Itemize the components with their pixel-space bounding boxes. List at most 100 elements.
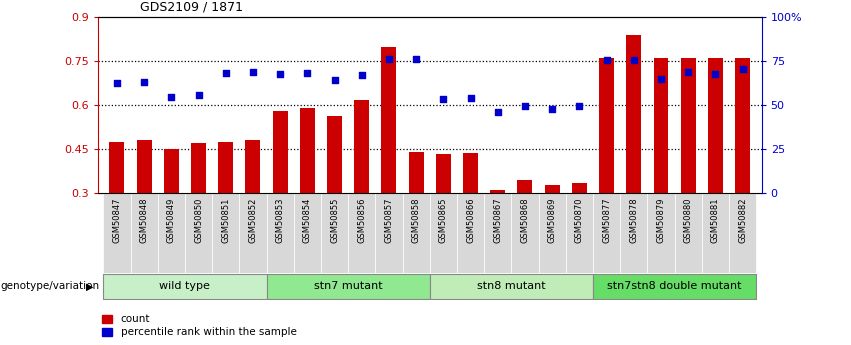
Bar [266, 274, 430, 299]
Bar [348, 193, 375, 273]
Bar [218, 142, 233, 193]
Text: GSM50868: GSM50868 [521, 197, 529, 243]
Point [382, 56, 396, 62]
Bar [593, 274, 757, 299]
Bar [381, 47, 397, 193]
Text: stn8 mutant: stn8 mutant [477, 281, 545, 291]
Bar [239, 193, 266, 273]
Text: GDS2109 / 1871: GDS2109 / 1871 [140, 1, 243, 14]
Point [491, 109, 505, 115]
Bar [539, 193, 566, 273]
Point [464, 95, 477, 101]
Point [627, 57, 641, 62]
Bar [164, 149, 179, 193]
Bar [654, 58, 669, 193]
Bar [321, 193, 348, 273]
Text: GSM50878: GSM50878 [629, 197, 638, 243]
Bar [300, 108, 315, 193]
Bar [593, 193, 620, 273]
Bar [648, 193, 675, 273]
Bar [430, 193, 457, 273]
Point [246, 69, 260, 74]
Text: GSM50849: GSM50849 [167, 197, 176, 243]
Bar [245, 140, 260, 193]
Bar [212, 193, 239, 273]
Bar [572, 183, 587, 193]
Point [682, 70, 695, 75]
Text: GSM50882: GSM50882 [738, 197, 747, 243]
Text: GSM50850: GSM50850 [194, 197, 203, 243]
Bar [599, 58, 614, 193]
Text: GSM50881: GSM50881 [711, 197, 720, 243]
Text: GSM50866: GSM50866 [466, 197, 475, 243]
Text: genotype/variation: genotype/variation [0, 282, 99, 291]
Point [164, 95, 178, 100]
Text: GSM50877: GSM50877 [602, 197, 611, 243]
Bar [681, 58, 695, 193]
Text: GSM50880: GSM50880 [683, 197, 693, 243]
Bar [463, 153, 478, 193]
Text: GSM50865: GSM50865 [439, 197, 448, 243]
Text: GSM50857: GSM50857 [385, 197, 393, 243]
Bar [436, 154, 451, 193]
Point [355, 72, 368, 78]
Bar [110, 142, 124, 193]
Text: wild type: wild type [159, 281, 210, 291]
Point [518, 103, 532, 109]
Bar [408, 152, 424, 193]
Bar [517, 180, 533, 193]
Bar [675, 193, 702, 273]
Bar [702, 193, 729, 273]
Bar [185, 193, 212, 273]
Text: stn7 mutant: stn7 mutant [314, 281, 382, 291]
Bar [375, 193, 403, 273]
Bar [735, 58, 750, 193]
Text: GSM50851: GSM50851 [221, 197, 231, 243]
Text: GSM50854: GSM50854 [303, 197, 311, 243]
Point [437, 96, 450, 101]
Bar [620, 193, 648, 273]
Point [300, 70, 314, 76]
Text: ▶: ▶ [86, 282, 94, 291]
Bar [103, 193, 130, 273]
Point [736, 67, 750, 72]
Bar [354, 100, 369, 193]
Bar [545, 185, 560, 193]
Bar [403, 193, 430, 273]
Bar [157, 193, 185, 273]
Point [110, 80, 123, 86]
Text: GSM50855: GSM50855 [330, 197, 339, 243]
Bar [294, 193, 321, 273]
Bar [729, 193, 757, 273]
Legend: count, percentile rank within the sample: count, percentile rank within the sample [98, 310, 300, 342]
Bar [266, 193, 294, 273]
Bar [490, 190, 505, 193]
Bar [272, 110, 288, 193]
Text: GSM50848: GSM50848 [140, 197, 149, 243]
Point [654, 76, 668, 82]
Text: GSM50856: GSM50856 [357, 197, 366, 243]
Bar [103, 274, 266, 299]
Text: GSM50867: GSM50867 [494, 197, 502, 243]
Text: GSM50858: GSM50858 [412, 197, 420, 243]
Bar [626, 35, 642, 193]
Bar [566, 193, 593, 273]
Point [273, 71, 287, 76]
Point [573, 103, 586, 109]
Text: GSM50869: GSM50869 [548, 197, 557, 243]
Text: stn7stn8 double mutant: stn7stn8 double mutant [608, 281, 742, 291]
Point [137, 79, 151, 85]
Point [600, 57, 614, 62]
Bar [511, 193, 539, 273]
Point [709, 71, 722, 77]
Bar [137, 140, 151, 193]
Bar [484, 193, 511, 273]
Point [328, 77, 341, 82]
Point [409, 56, 423, 62]
Bar [327, 116, 342, 193]
Text: GSM50852: GSM50852 [248, 197, 258, 243]
Bar [130, 193, 157, 273]
Text: GSM50853: GSM50853 [276, 197, 284, 243]
Point [545, 106, 559, 111]
Text: GSM50847: GSM50847 [112, 197, 122, 243]
